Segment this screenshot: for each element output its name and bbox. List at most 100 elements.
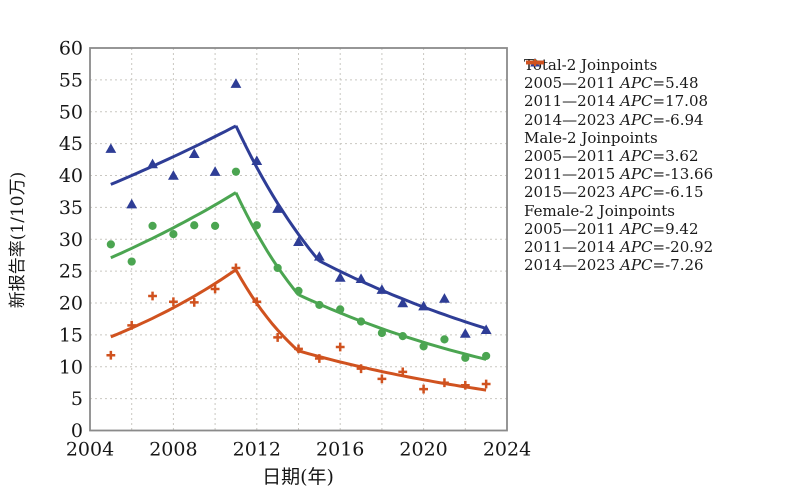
male-marker: [126, 198, 138, 209]
line-swatch-icon: [526, 60, 544, 65]
female-marker: [106, 350, 116, 360]
legend-label: 2014—2023 APC=-6.94: [524, 110, 704, 129]
y-tick-label: 30: [59, 229, 83, 251]
legend-item: Total-2 Joinpoints: [524, 56, 713, 74]
x-tick-label: 2020: [399, 439, 447, 461]
total-marker: [377, 328, 386, 338]
x-tick-label: 2012: [233, 439, 281, 461]
male-marker: [293, 236, 304, 246]
apc-term: APC: [620, 110, 653, 129]
male-marker: [188, 148, 200, 159]
legend: Total-2 Joinpoints 2005—2011 APC=5.48 2011…: [524, 56, 713, 274]
total-marker: [273, 263, 282, 273]
legend-item: 2011—2014 APC=17.08: [524, 60, 713, 111]
legend-label: 2014—2023 APC=-7.26: [524, 256, 704, 275]
female-marker: [356, 364, 366, 374]
apc-term: APC: [620, 74, 653, 93]
legend-label: 2015—2023 APC=-6.15: [524, 183, 704, 202]
legend-item: 2011—2015 APC=-13.66: [524, 60, 714, 184]
y-tick-label: 20: [59, 293, 83, 315]
legend-item: 2005—2011 APC=3.62: [524, 60, 713, 166]
total-marker: [398, 332, 407, 341]
y-tick-label: 10: [59, 356, 83, 378]
total-marker: [419, 342, 428, 351]
total-marker: [461, 353, 470, 362]
legend-item: 2014—2023 APC=-7.26: [524, 60, 713, 275]
total-marker: [356, 317, 366, 326]
legend-item: Male-2 Joinpoints: [524, 58, 713, 147]
female-marker: [210, 284, 220, 294]
male-marker: [272, 203, 284, 213]
female-marker: [189, 297, 199, 307]
legend-label: Male-2 Joinpoints: [524, 128, 658, 147]
female-marker: [294, 344, 303, 354]
total-trend-line: [297, 293, 487, 361]
female-marker: [440, 378, 449, 388]
apc-term: APC: [620, 165, 653, 184]
apc-term: APC: [620, 183, 653, 202]
legend-label: 2005—2011 APC=5.48: [524, 74, 699, 93]
total-marker: [190, 221, 199, 230]
legend-label: 2011—2015 APC=-13.66: [524, 165, 714, 184]
apc-term: APC: [620, 256, 653, 275]
total-marker: [252, 221, 261, 230]
female-marker: [273, 333, 283, 342]
male-marker: [251, 155, 263, 166]
total-marker: [169, 230, 178, 239]
total-marker: [211, 221, 220, 230]
legend-item: 2005—2011 APC=5.48: [524, 60, 713, 93]
female-marker: [377, 374, 387, 384]
x-tick-label: 2016: [316, 439, 364, 461]
plot-frame: [89, 47, 508, 432]
x-tick-label: 2008: [149, 439, 197, 461]
female-marker: [148, 291, 157, 301]
x-axis-title: 日期(年): [262, 466, 334, 488]
legend-label: Total-2 Joinpoints: [524, 56, 658, 75]
male-trend-line: [110, 124, 237, 186]
x-tick-label: 2004: [66, 439, 114, 461]
y-tick-label: 0: [71, 420, 83, 442]
legend-item: Female-2 Joinpoints: [524, 59, 713, 220]
y-tick-label: 60: [59, 38, 83, 60]
apc-term: APC: [620, 92, 653, 111]
female-trend-line: [234, 269, 300, 353]
total-marker: [127, 257, 136, 266]
total-marker: [482, 351, 491, 361]
male-marker: [397, 297, 409, 308]
female-marker: [127, 320, 137, 330]
legend-item: 2015—2023 APC=-6.15: [524, 60, 713, 202]
legend-label: Female-2 Joinpoints: [524, 201, 676, 220]
y-axis-title: 新报告率(1/10万): [8, 172, 28, 308]
total-trend-line: [234, 192, 300, 296]
male-marker: [418, 300, 429, 311]
y-tick-label: 25: [59, 261, 83, 283]
total-marker: [294, 286, 303, 295]
male-marker: [147, 158, 158, 169]
male-marker: [313, 251, 325, 261]
total-trend-line: [110, 191, 237, 260]
total-marker: [315, 300, 324, 310]
apc-term: APC: [620, 147, 653, 166]
female-marker: [419, 384, 428, 394]
male-trend-line: [234, 125, 321, 263]
total-marker: [231, 167, 241, 176]
apc-term: APC: [620, 219, 653, 238]
female-marker: [252, 297, 262, 307]
legend-item: 2014—2023 APC=-6.94: [524, 60, 713, 129]
female-marker: [231, 263, 241, 273]
female-marker: [481, 379, 491, 389]
legend-label: 2011—2014 APC=-20.92: [524, 237, 714, 256]
male-marker: [480, 324, 492, 334]
total-marker: [148, 221, 157, 230]
male-marker: [355, 273, 367, 283]
y-tick-label: 50: [59, 101, 83, 123]
total-marker: [106, 240, 115, 249]
y-tick-label: 35: [59, 197, 83, 219]
male-marker: [334, 272, 346, 282]
male-marker: [168, 170, 179, 180]
y-tick-label: 5: [71, 388, 83, 410]
male-marker: [105, 143, 117, 153]
total-marker: [336, 305, 345, 314]
